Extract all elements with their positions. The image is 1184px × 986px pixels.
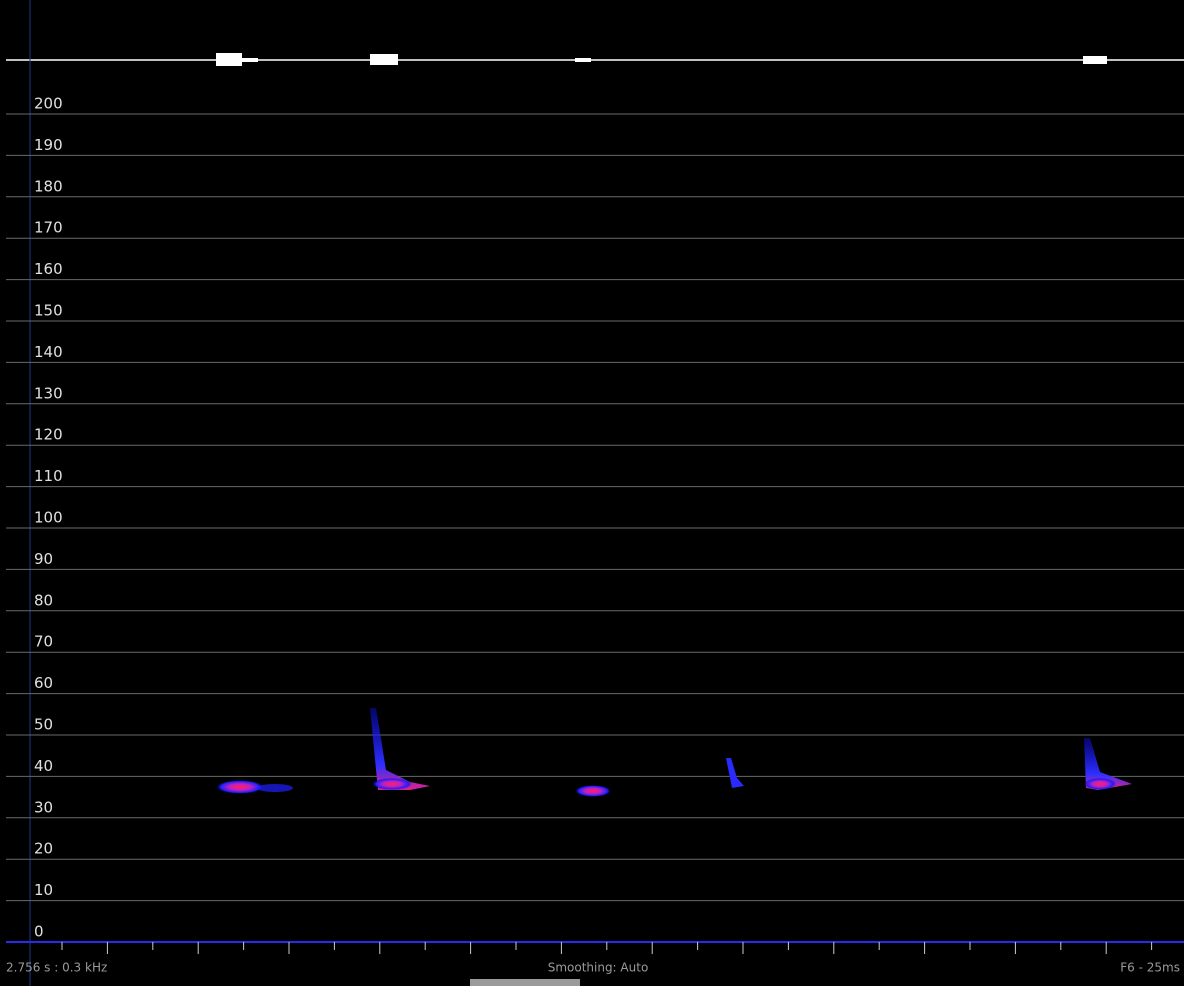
- frequency-tick-label: 60: [34, 674, 53, 692]
- frequency-tick-label: 30: [34, 798, 53, 816]
- frequency-tick-label: 100: [34, 509, 63, 527]
- frequency-tick-label: 130: [34, 384, 63, 402]
- frequency-tick-label: 180: [34, 177, 63, 195]
- frequency-tick-label: 40: [34, 757, 53, 775]
- scrollbar[interactable]: [470, 979, 580, 986]
- window-label: F6 - 25ms: [1120, 961, 1180, 975]
- frequency-tick-label: 140: [34, 343, 63, 361]
- frequency-tick-label: 10: [34, 881, 53, 899]
- frequency-tick-label: 150: [34, 302, 63, 320]
- frequency-tick-label: 190: [34, 136, 63, 154]
- smoothing-label: Smoothing: Auto: [548, 961, 649, 975]
- frequency-tick-label: 50: [34, 716, 53, 734]
- frequency-tick-label: 200: [34, 95, 63, 113]
- frequency-tick-label: 20: [34, 840, 53, 858]
- frequency-tick-label: 70: [34, 633, 53, 651]
- spectrogram-view: 0 10 20 30 40 50 60 70 80 90 100 110 120 130 140 150 160…: [0, 0, 1184, 986]
- frequency-tick-label: 160: [34, 260, 63, 278]
- frequency-tick-label: 110: [34, 467, 63, 485]
- frequency-tick-label: 90: [34, 550, 53, 568]
- background: [0, 0, 1184, 986]
- frequency-tick-label: 170: [34, 219, 63, 237]
- frequency-tick-label: 120: [34, 426, 63, 444]
- position-readout: 2.756 s : 0.3 kHz: [6, 961, 107, 975]
- frequency-tick-label: 0: [34, 923, 44, 941]
- frequency-tick-label: 80: [34, 591, 53, 609]
